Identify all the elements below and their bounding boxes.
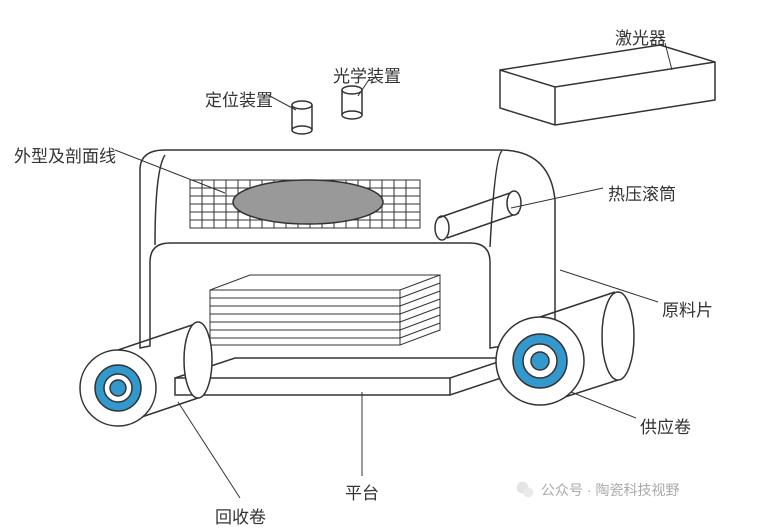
leader-lines bbox=[115, 43, 672, 498]
label-hotroller: 热压滚筒 bbox=[608, 180, 676, 205]
positioner-cylinder bbox=[292, 101, 312, 134]
wechat-icon bbox=[515, 480, 535, 500]
label-laser: 激光器 bbox=[615, 24, 666, 49]
platform bbox=[175, 358, 510, 395]
label-sheet: 原料片 bbox=[662, 296, 713, 321]
layer-ellipse bbox=[233, 180, 383, 224]
label-outline: 外型及剖面线 bbox=[14, 142, 116, 167]
laser-box bbox=[500, 45, 715, 125]
label-positioner: 定位装置 bbox=[205, 86, 273, 111]
label-optics: 光学装置 bbox=[333, 62, 401, 87]
label-supply: 供应卷 bbox=[640, 413, 691, 438]
watermark: 公众号 · 陶瓷科技视野 bbox=[515, 480, 679, 500]
optics-cylinder bbox=[342, 86, 362, 119]
label-platform: 平台 bbox=[345, 479, 379, 504]
stacked-sheets bbox=[210, 275, 440, 345]
diagram-container: 激光器 光学装置 定位装置 外型及剖面线 热压滚筒 原料片 供应卷 平台 回收卷… bbox=[0, 0, 759, 532]
label-recycle: 回收卷 bbox=[215, 503, 266, 528]
watermark-text: 公众号 · 陶瓷科技视野 bbox=[541, 480, 679, 500]
